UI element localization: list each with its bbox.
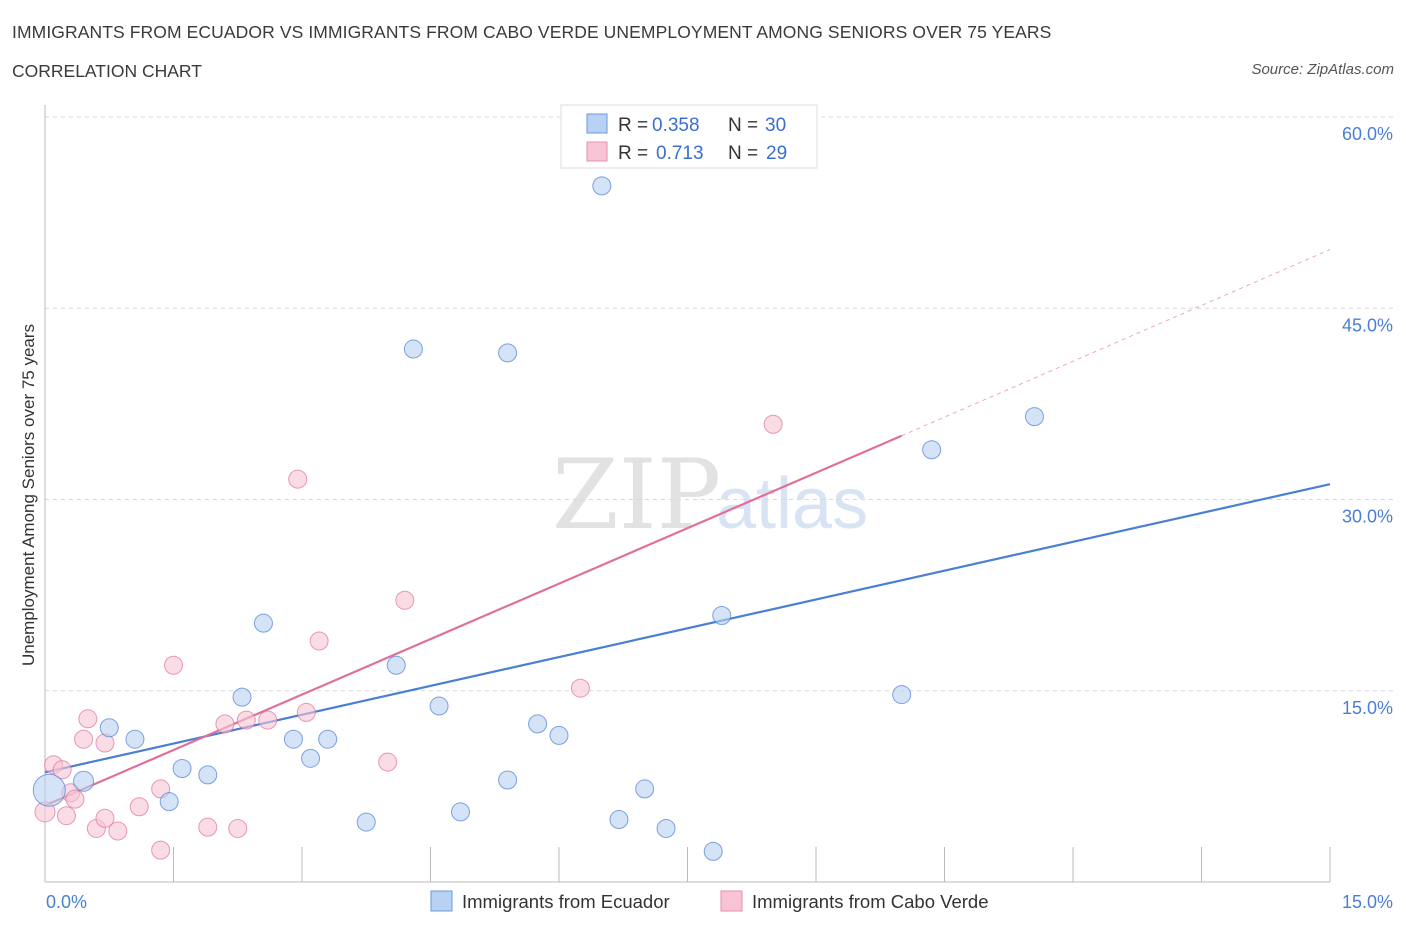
y-tick-label: 15.0%	[1342, 698, 1393, 718]
series-legend-label-cabo-verde: Immigrants from Cabo Verde	[752, 891, 988, 912]
data-point-cabo-verde	[570, 678, 590, 698]
legend-swatch-cabo-verde	[586, 141, 608, 162]
data-point-ecuador	[429, 696, 449, 716]
data-point-cabo-verde	[288, 469, 308, 489]
data-point-cabo-verde	[309, 631, 329, 651]
legend-r-label-cabo-verde: R =	[618, 143, 648, 164]
legend-swatch-ecuador	[586, 113, 608, 134]
data-point-ecuador	[301, 748, 321, 768]
axes	[44, 105, 1331, 883]
data-point-cabo-verde	[228, 818, 248, 838]
data-point-ecuador	[172, 759, 192, 779]
data-point-ecuador	[450, 802, 470, 822]
y-axis-label: Unemployment Among Seniors over 75 years	[19, 324, 38, 666]
data-point-ecuador	[922, 440, 942, 460]
data-point-cabo-verde	[129, 797, 149, 817]
legend-n-label-cabo-verde: N =	[728, 143, 758, 164]
data-point-ecuador	[549, 725, 569, 745]
data-point-ecuador	[712, 606, 732, 626]
data-point-cabo-verde	[95, 808, 115, 828]
legend-n-value-ecuador: 30	[765, 115, 786, 136]
trend-line-extension-1	[901, 249, 1331, 437]
watermark-atlas: atlas	[716, 464, 868, 544]
data-point-cabo-verde	[56, 806, 76, 826]
data-point-ecuador	[356, 812, 376, 832]
chart-title: IMMIGRANTS FROM ECUADOR VS IMMIGRANTS FR…	[12, 22, 1052, 42]
data-point-cabo-verde	[296, 702, 316, 722]
watermark-zip: ZIP	[552, 439, 721, 551]
y-tick-label: 60.0%	[1342, 124, 1393, 144]
data-point-cabo-verde	[378, 752, 398, 772]
data-point-ecuador	[73, 770, 95, 792]
series-legend-swatch-ecuador	[430, 890, 453, 912]
data-points	[32, 176, 1044, 861]
data-point-ecuador	[635, 779, 655, 799]
data-point-ecuador	[283, 729, 303, 749]
data-point-ecuador	[232, 687, 252, 707]
legend-r-value-ecuador: 0.358	[652, 115, 700, 136]
trend-lines	[44, 249, 1331, 807]
data-point-cabo-verde	[198, 817, 218, 837]
data-point-cabo-verde	[236, 710, 256, 730]
data-point-ecuador	[528, 714, 548, 734]
correlation-legend: R = 0.358 N = 30 R = 0.713 N = 29	[560, 104, 818, 169]
data-point-cabo-verde	[151, 840, 171, 860]
data-point-ecuador	[498, 770, 518, 790]
data-point-ecuador	[609, 810, 629, 830]
series-legend-swatch-cabo-verde	[720, 890, 743, 912]
data-point-cabo-verde	[395, 590, 415, 610]
data-point-cabo-verde	[78, 709, 98, 729]
trend-line-0	[44, 483, 1331, 774]
data-point-ecuador	[386, 655, 406, 675]
data-point-ecuador	[318, 729, 338, 749]
series-legend-label-ecuador: Immigrants from Ecuador	[462, 891, 670, 912]
data-point-ecuador	[99, 718, 119, 738]
legend-n-value-cabo-verde: 29	[766, 143, 787, 164]
x-tick-label-right: 15.0%	[1342, 892, 1393, 912]
series-legend: Immigrants from Ecuador Immigrants from …	[430, 890, 988, 912]
data-point-ecuador	[592, 176, 612, 196]
legend-n-label-ecuador: N =	[728, 115, 758, 136]
x-tick-label-left: 0.0%	[46, 892, 87, 912]
chart-subtitle: CORRELATION CHART	[12, 61, 202, 81]
data-point-ecuador	[703, 841, 723, 861]
y-tick-label: 45.0%	[1342, 315, 1393, 335]
data-point-cabo-verde	[215, 714, 235, 734]
data-point-ecuador	[1024, 407, 1044, 427]
data-point-ecuador	[498, 343, 518, 363]
data-point-ecuador	[32, 773, 66, 807]
data-point-ecuador	[198, 765, 218, 785]
data-point-cabo-verde	[258, 710, 278, 730]
data-point-cabo-verde	[65, 789, 85, 809]
data-point-cabo-verde	[164, 655, 183, 675]
data-point-ecuador	[159, 792, 179, 812]
gridlines	[45, 116, 1395, 692]
legend-r-label-ecuador: R =	[618, 115, 648, 136]
data-point-cabo-verde	[52, 760, 72, 780]
data-point-ecuador	[125, 729, 145, 749]
data-point-ecuador	[892, 685, 912, 705]
data-point-cabo-verde	[74, 729, 94, 749]
data-point-ecuador	[656, 818, 676, 838]
data-point-cabo-verde	[763, 414, 783, 434]
data-point-ecuador	[403, 339, 423, 359]
trend-line-1	[44, 434, 903, 807]
data-point-ecuador	[253, 613, 273, 633]
y-tick-label: 30.0%	[1342, 507, 1393, 527]
data-point-cabo-verde	[108, 821, 128, 841]
legend-r-value-cabo-verde: 0.713	[656, 143, 704, 164]
source-credit: Source: ZipAtlas.com	[1251, 61, 1394, 78]
